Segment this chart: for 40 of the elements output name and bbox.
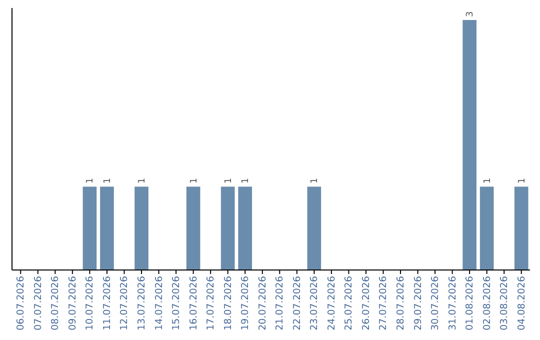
- x-tick-label: 25.07.2026: [344, 276, 355, 330]
- x-tick-label: 11.07.2026: [102, 276, 113, 330]
- x-tick-label: 01.08.2026: [464, 276, 476, 330]
- x-tick-label: 31.07.2026: [447, 276, 458, 330]
- x-tick-label: 13.07.2026: [136, 276, 148, 330]
- x-tick-label: 26.07.2026: [360, 276, 372, 330]
- x-tick-label: 04.08.2026: [516, 276, 528, 330]
- x-tick-label: 23.07.2026: [309, 276, 320, 330]
- data-label: 1: [189, 178, 200, 184]
- x-tick-label: 18.07.2026: [222, 276, 234, 330]
- x-tick-label: 12.07.2026: [119, 276, 130, 330]
- x-tick-label: 14.07.2026: [154, 276, 165, 330]
- data-label: 1: [241, 178, 252, 184]
- x-tick-label: 09.07.2026: [67, 276, 78, 330]
- x-tick-label: 08.07.2026: [50, 276, 62, 330]
- x-tick-label: 19.07.2026: [240, 276, 252, 330]
- x-tick-label: 15.07.2026: [171, 276, 182, 330]
- x-tick-label: 24.07.2026: [326, 276, 338, 330]
- data-label: 1: [224, 178, 234, 184]
- x-tick-label: 02.08.2026: [482, 276, 493, 330]
- x-tick-label: 16.07.2026: [188, 276, 200, 330]
- data-label: 1: [482, 178, 493, 184]
- data-label: 1: [138, 178, 148, 184]
- x-tick-label: 30.07.2026: [430, 276, 442, 330]
- data-label: 1: [86, 178, 96, 184]
- x-tick-label: 07.07.2026: [32, 276, 44, 330]
- data-label: 1: [517, 178, 528, 184]
- x-tick-label: 21.07.2026: [274, 276, 286, 330]
- x-tick-label: 06.07.2026: [16, 276, 27, 330]
- x-tick-label: 03.08.2026: [499, 276, 510, 330]
- x-tick-label: 17.07.2026: [206, 276, 217, 330]
- data-label: 1: [102, 178, 113, 184]
- data-label: 1: [310, 178, 320, 184]
- x-tick-label: 28.07.2026: [396, 276, 406, 330]
- x-tick-label: 20.07.2026: [257, 276, 268, 330]
- x-tick-label: 10.07.2026: [84, 276, 96, 330]
- x-tick-label: 27.07.2026: [378, 276, 390, 330]
- x-tick-label: 22.07.2026: [292, 276, 303, 330]
- x-tick-label: 29.07.2026: [412, 276, 424, 330]
- data-label: 3: [466, 11, 476, 17]
